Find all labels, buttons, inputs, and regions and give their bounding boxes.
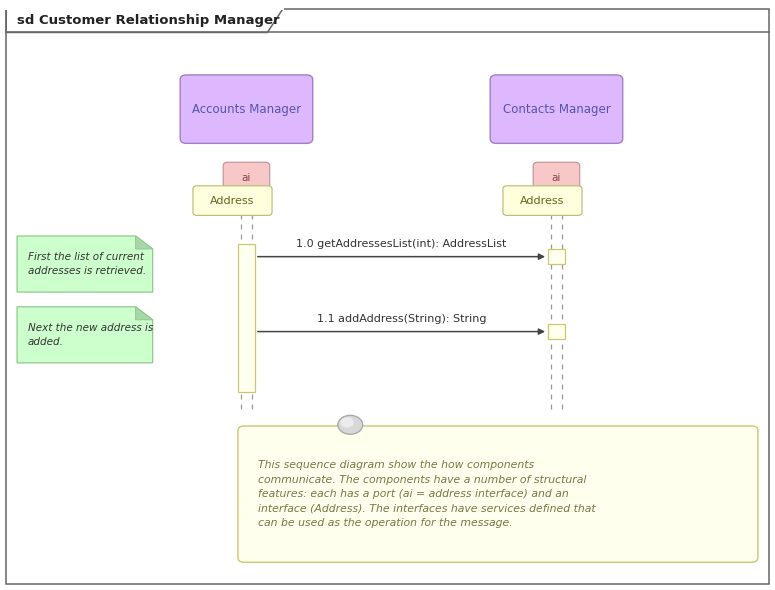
FancyBboxPatch shape — [503, 186, 582, 215]
FancyBboxPatch shape — [548, 249, 565, 264]
Text: 1.1 addAddress(String): String: 1.1 addAddress(String): String — [317, 314, 486, 324]
FancyBboxPatch shape — [193, 186, 272, 215]
Text: Accounts Manager: Accounts Manager — [192, 103, 301, 116]
FancyBboxPatch shape — [6, 9, 769, 584]
Text: Address: Address — [210, 196, 255, 205]
FancyBboxPatch shape — [223, 162, 270, 194]
Text: Address: Address — [520, 196, 565, 205]
FancyBboxPatch shape — [548, 324, 565, 339]
FancyBboxPatch shape — [238, 426, 758, 562]
Text: sd Customer Relationship Manager: sd Customer Relationship Manager — [17, 14, 280, 27]
Text: This sequence diagram show the how components
communicate. The components have a: This sequence diagram show the how compo… — [258, 460, 596, 528]
FancyBboxPatch shape — [238, 244, 255, 392]
Polygon shape — [136, 236, 153, 249]
Circle shape — [340, 417, 354, 428]
Text: First the list of current
addresses is retrieved.: First the list of current addresses is r… — [28, 253, 146, 276]
Text: Next the new address is
added.: Next the new address is added. — [28, 323, 153, 347]
Polygon shape — [6, 9, 283, 32]
Text: Contacts Manager: Contacts Manager — [502, 103, 611, 116]
Polygon shape — [17, 307, 153, 363]
FancyBboxPatch shape — [180, 75, 312, 143]
FancyBboxPatch shape — [490, 75, 622, 143]
Text: ai: ai — [242, 173, 251, 183]
Polygon shape — [17, 236, 153, 292]
Text: ai: ai — [552, 173, 561, 183]
FancyBboxPatch shape — [533, 162, 580, 194]
Polygon shape — [136, 307, 153, 320]
Text: 1.0 getAddressesList(int): AddressList: 1.0 getAddressesList(int): AddressList — [296, 239, 507, 249]
Circle shape — [338, 415, 363, 434]
